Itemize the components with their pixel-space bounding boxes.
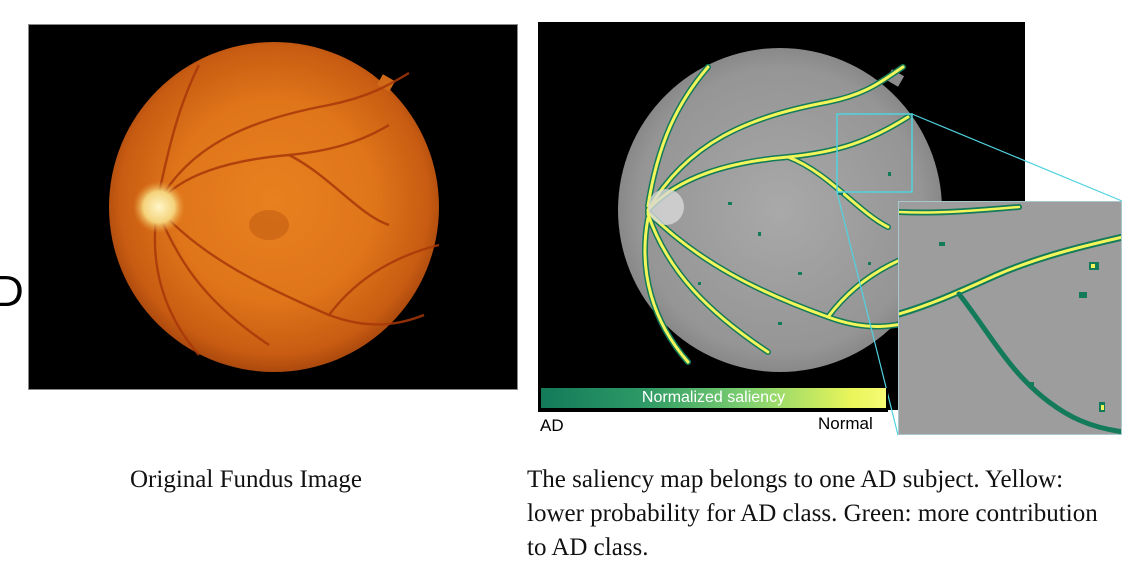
saliency-map [618,48,942,372]
zoom-region-box [836,113,913,193]
saliency-map-caption: The saliency map belongs to one AD subje… [527,466,1098,561]
zoomed-saliency-detail [899,202,1121,434]
scale-label-ad: AD [540,416,564,435]
colorbar-tick-left [538,388,540,412]
retina-disc [109,42,439,372]
macula [249,210,289,240]
colorbar-axis [538,410,888,412]
original-image-caption: Original Fundus Image [130,466,362,493]
fundus-notch [376,74,396,92]
saliency-colorbar [541,388,886,408]
colorbar-tick-right [886,388,888,412]
colorbar-label: Normalized saliency [641,389,786,406]
optic-disc [133,181,185,233]
zoomed-saliency-inset [898,201,1122,435]
scale-label-normal: Normal [818,414,873,433]
saliency-optic-disc [648,189,684,225]
left-edge-cropped-letter: D [0,267,24,316]
fundus-photo [109,42,440,372]
grayscale-retina [618,48,942,372]
original-fundus-image [28,24,518,390]
